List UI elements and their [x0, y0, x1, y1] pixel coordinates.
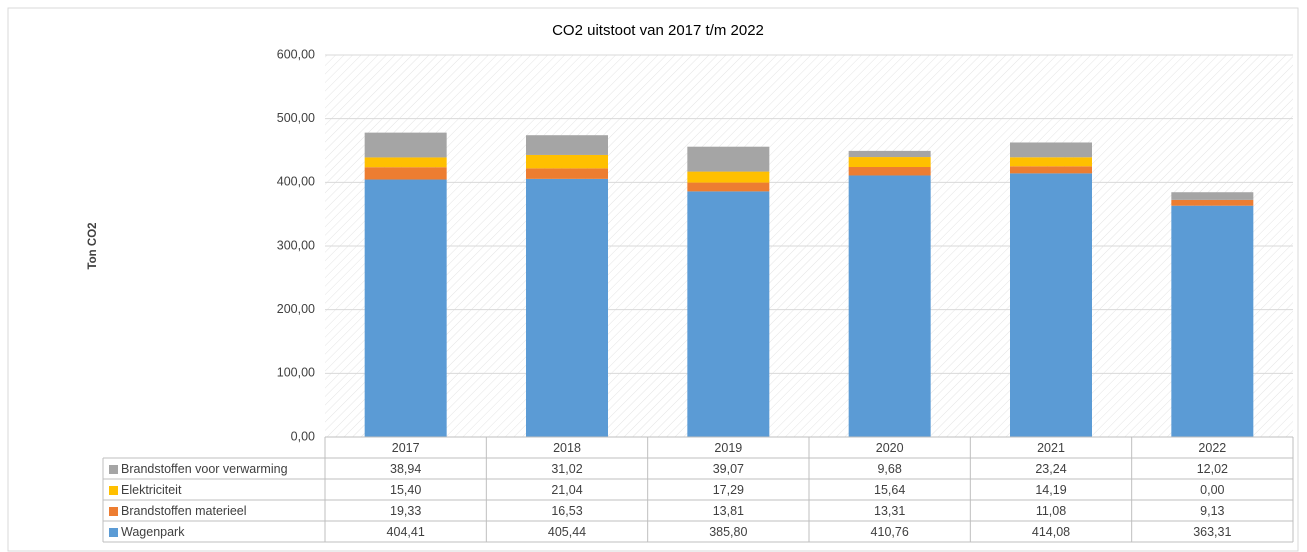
table-value: 11,08 — [1036, 504, 1066, 518]
table-value: 15,64 — [874, 483, 905, 497]
table-value: 13,81 — [713, 504, 744, 518]
table-value: 363,31 — [1193, 525, 1231, 539]
bar-segment — [848, 157, 931, 168]
table-value: 19,33 — [390, 504, 421, 518]
table-value: 0,00 — [1200, 483, 1224, 497]
table-value: 14,19 — [1035, 483, 1066, 497]
bar-segment — [364, 157, 447, 168]
table-value: 13,31 — [874, 504, 905, 518]
table-value: 9,13 — [1200, 504, 1224, 518]
bar-segment — [1010, 157, 1092, 167]
bar-segment — [1010, 173, 1092, 437]
y-tick-label: 600,00 — [277, 47, 315, 61]
legend-label: Brandstoffen voor verwarming — [121, 462, 288, 476]
y-tick-label: 100,00 — [277, 366, 315, 380]
table-value: 9,68 — [877, 462, 901, 476]
table-value: 23,24 — [1035, 462, 1066, 476]
bar-segment — [1171, 192, 1254, 200]
bar-segment — [526, 168, 608, 179]
table-value: 16,53 — [551, 504, 582, 518]
table-value: 12,02 — [1197, 462, 1228, 476]
bar-segment — [364, 179, 447, 437]
table-value: 404,41 — [387, 525, 425, 539]
bar-segment — [1171, 205, 1254, 437]
table-value: 405,44 — [548, 525, 586, 539]
bar-segment — [1171, 199, 1254, 206]
table-value: 17,29 — [713, 483, 744, 497]
bar-segment — [848, 150, 931, 158]
y-tick-label: 200,00 — [277, 302, 315, 316]
x-tick-label: 2019 — [714, 441, 742, 455]
legend-swatch — [109, 486, 118, 495]
bar-segment — [687, 191, 770, 437]
x-tick-label: 2022 — [1198, 441, 1226, 455]
table-value: 410,76 — [871, 525, 909, 539]
bar-segment — [687, 146, 770, 172]
bar-segment — [526, 154, 608, 169]
bar-segment — [687, 182, 770, 192]
y-tick-label: 300,00 — [277, 238, 315, 252]
legend-label: Brandstoffen materieel — [121, 504, 247, 518]
y-axis-label: Ton CO2 — [87, 222, 99, 269]
y-tick-label: 0,00 — [291, 429, 315, 443]
x-tick-label: 2021 — [1037, 441, 1065, 455]
legend-swatch — [109, 528, 118, 537]
table-value: 15,40 — [390, 483, 421, 497]
table-value: 414,08 — [1032, 525, 1070, 539]
table-value: 38,94 — [390, 462, 421, 476]
bar-segment — [687, 171, 770, 183]
bar-segment — [1010, 166, 1092, 174]
legend-swatch — [109, 507, 118, 516]
x-tick-label: 2018 — [553, 441, 581, 455]
bar-segment — [848, 167, 931, 176]
bar-segment — [848, 175, 931, 438]
legend-label: Elektriciteit — [121, 483, 182, 497]
bar-segment — [364, 167, 447, 180]
legend-label: Wagenpark — [121, 525, 185, 539]
y-tick-label: 400,00 — [277, 175, 315, 189]
table-value: 31,02 — [551, 462, 582, 476]
table-value: 385,80 — [709, 525, 747, 539]
x-tick-label: 2020 — [876, 441, 904, 455]
table-value: 21,04 — [551, 483, 582, 497]
bar-segment — [1010, 142, 1092, 158]
x-tick-label: 2017 — [392, 441, 420, 455]
bar-segment — [526, 135, 608, 155]
chart-title: CO2 uitstoot van 2017 t/m 2022 — [552, 22, 764, 39]
bar-segment — [364, 132, 447, 158]
table-value: 39,07 — [713, 462, 744, 476]
legend-swatch — [109, 465, 118, 474]
bar-segment — [526, 178, 608, 437]
y-tick-label: 500,00 — [277, 111, 315, 125]
